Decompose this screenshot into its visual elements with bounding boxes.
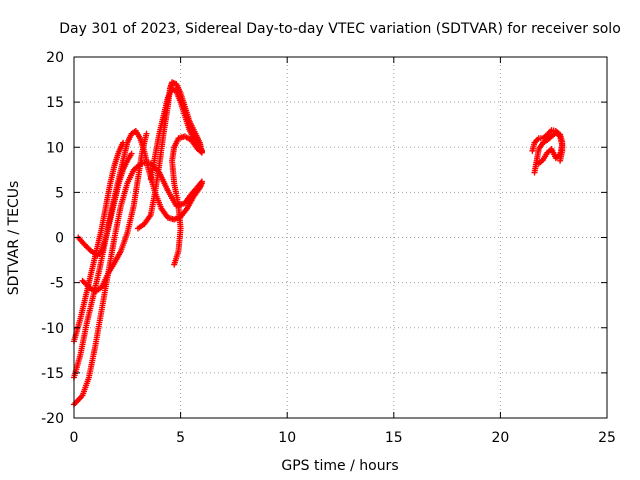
y-axis-label: SDTVAR / TECUs [6,181,22,296]
data-point [557,157,564,164]
x-tick-label: 0 [70,430,79,446]
y-tick-label: -5 [50,276,64,292]
data-markers [71,79,566,408]
data-point [198,180,205,187]
y-tick-label: 0 [55,231,64,247]
x-tick-label: 5 [176,430,185,446]
data-point [143,130,150,137]
axis-ticks [73,56,608,419]
x-tick-label: 15 [385,430,403,446]
grid [74,57,607,418]
data-point [128,150,135,157]
data-point [198,149,205,156]
y-tick-label: -10 [41,321,64,337]
y-tick-label: 15 [46,95,64,111]
chart-title: Day 301 of 2023, Sidereal Day-to-day VTE… [59,21,621,37]
x-tick-label: 25 [598,430,616,446]
x-axis-label: GPS time / hours [281,458,398,474]
y-tick-label: 5 [55,185,64,201]
x-tick-label: 20 [491,430,509,446]
y-tick-label: -20 [41,411,64,427]
x-tick-label: 10 [278,430,296,446]
data-point [120,139,127,146]
y-tick-label: 10 [46,140,64,156]
y-tick-label: 20 [46,50,64,66]
y-tick-label: -15 [41,366,64,382]
tick-labels: 0 5 10 15 20 25 -20 -15 -10 -5 0 5 10 15 20 [41,50,616,446]
data-point [535,160,542,167]
